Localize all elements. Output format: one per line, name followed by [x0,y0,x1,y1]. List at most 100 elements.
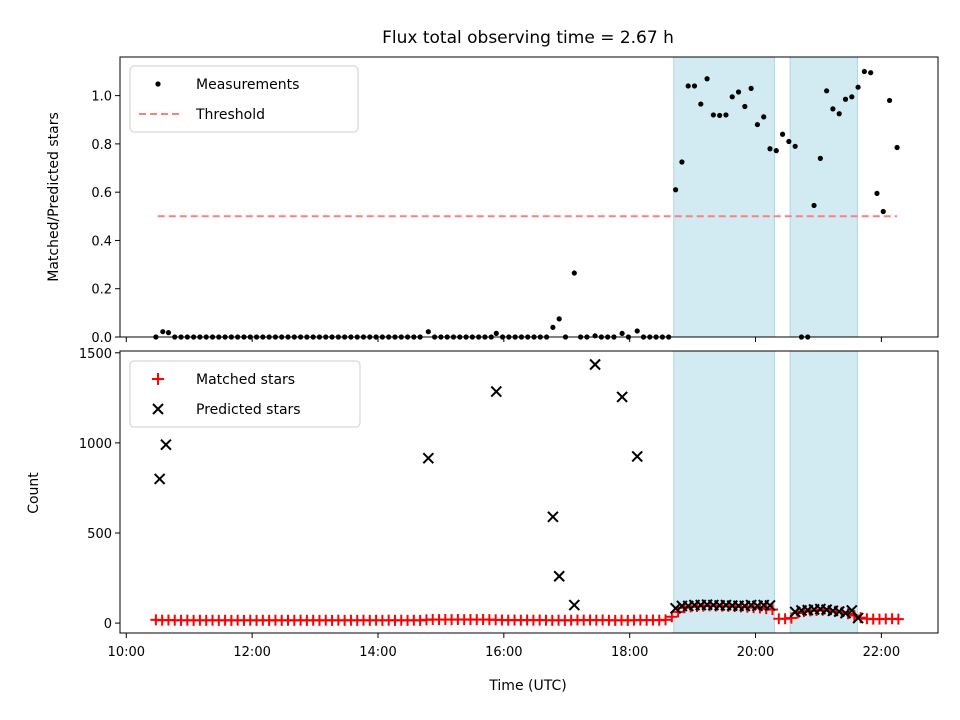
matched-star-point [660,614,672,626]
count-y-ticks: 0 500 1000 1500 [79,347,120,632]
predicted-star-point [839,607,852,619]
predicted-star-point [153,473,166,485]
count-legend-box [129,360,361,428]
measurement-point [773,148,779,154]
x-tick-label: 10:00 [108,645,145,660]
measurement-point [880,208,886,215]
chart-title: Flux total observing time = 2.67 h [382,28,674,48]
measurement-point [874,190,880,196]
measurement-point [817,155,823,161]
predicted-legend-marker [152,403,164,415]
count-x-ticks: 10:00 12:00 14:00 16:00 18:00 20:00 22:00 [108,633,900,660]
measurement-point [767,146,773,152]
measurement-point [493,330,499,336]
predicted-star-point [422,452,435,464]
measurement-point [792,143,798,149]
measurement-point [550,324,556,330]
observing-window-1 [673,56,775,338]
count-legend: Matched stars Predicted stars [129,360,361,428]
observing-window-2 [789,350,858,634]
count-y-axis-label: Count [26,472,42,514]
y-tick-label: 0.4 [91,234,112,249]
ratio-y-ticks: 0.0 0.2 0.4 0.6 0.8 1.0 [91,90,120,346]
y-tick-label: 1500 [79,347,112,362]
measurement-point [830,106,836,112]
measurement-point [556,316,562,322]
x-tick-label: 16:00 [485,645,522,660]
ratio-legend-box [129,65,359,133]
measurement-point [836,111,842,117]
measurement-point [748,85,754,91]
measurement-point [673,187,679,193]
measurement-points [153,68,900,340]
predicted-star-point [160,438,172,451]
measurement-point [761,114,767,120]
observing-window-1 [673,350,775,634]
predicted-star-point [631,450,643,463]
measurement-point [811,202,817,209]
ratio-panel: 0.0 0.2 0.4 0.6 0.8 1.0 Matched/Predicted sta… [46,56,939,346]
predicted-stars-points [153,358,864,624]
x-tick-label: 20:00 [737,645,774,660]
ratio-panel-frame [119,56,939,338]
measurement-point [619,330,625,336]
measurement-point [849,94,855,100]
predicted-star-point [568,599,581,611]
measurement-point [886,97,893,104]
measurement-point [679,159,685,165]
measurements-legend-label: Measurements [196,77,299,93]
measurement-point [855,84,861,90]
measurement-point [160,329,166,335]
predicted-star-point [764,599,776,612]
matched-legend-marker [152,373,164,385]
y-tick-label: 0.6 [91,186,112,201]
measurement-point [894,144,900,151]
measurement-point [704,76,710,82]
measurement-point [861,68,867,75]
measurement-point [698,101,704,107]
measurement-point [729,94,735,100]
observing-window-2 [789,56,858,338]
measurement-point [592,333,598,339]
measurement-point [842,96,849,102]
ratio-legend: Measurements Threshold [129,65,359,133]
ratio-y-axis-label: Matched/Predicted stars [46,112,62,282]
x-tick-label: 22:00 [863,645,900,660]
measurements-legend-marker [155,81,161,87]
y-tick-label: 0.0 [91,331,112,346]
measurement-point [425,329,431,335]
matched-star-point [892,613,904,625]
y-tick-label: 0.2 [91,283,112,298]
measurement-point [165,330,172,336]
observing-windows-top [673,56,858,338]
x-tick-label: 12:00 [233,645,270,660]
measurement-point [717,112,723,119]
predicted-star-point [490,385,502,398]
predicted-star-point [589,358,601,371]
matched-legend-label: Matched stars [196,372,295,388]
measurement-point [691,83,698,89]
threshold-legend-label: Threshold [195,107,265,123]
measurement-point [723,112,729,118]
measurement-point [779,131,786,137]
observing-windows-bottom [673,350,858,634]
measurement-point [742,103,748,110]
measurement-point [735,89,742,95]
ratio-x-ticks [125,337,882,342]
measurement-point [634,328,640,334]
measurement-point [786,138,792,145]
predicted-star-point [669,602,682,615]
x-tick-label: 18:00 [611,645,648,660]
predicted-star-point [852,612,864,624]
y-tick-label: 500 [87,527,112,542]
measurement-point [571,270,577,276]
measurement-point [868,70,874,76]
x-axis-label: Time (UTC) [488,678,566,694]
measurement-point [685,83,691,89]
y-tick-label: 0 [104,617,112,632]
y-tick-label: 1.0 [91,90,112,105]
y-tick-label: 1000 [79,437,112,452]
predicted-star-point [553,570,565,582]
measurement-point [754,121,761,128]
